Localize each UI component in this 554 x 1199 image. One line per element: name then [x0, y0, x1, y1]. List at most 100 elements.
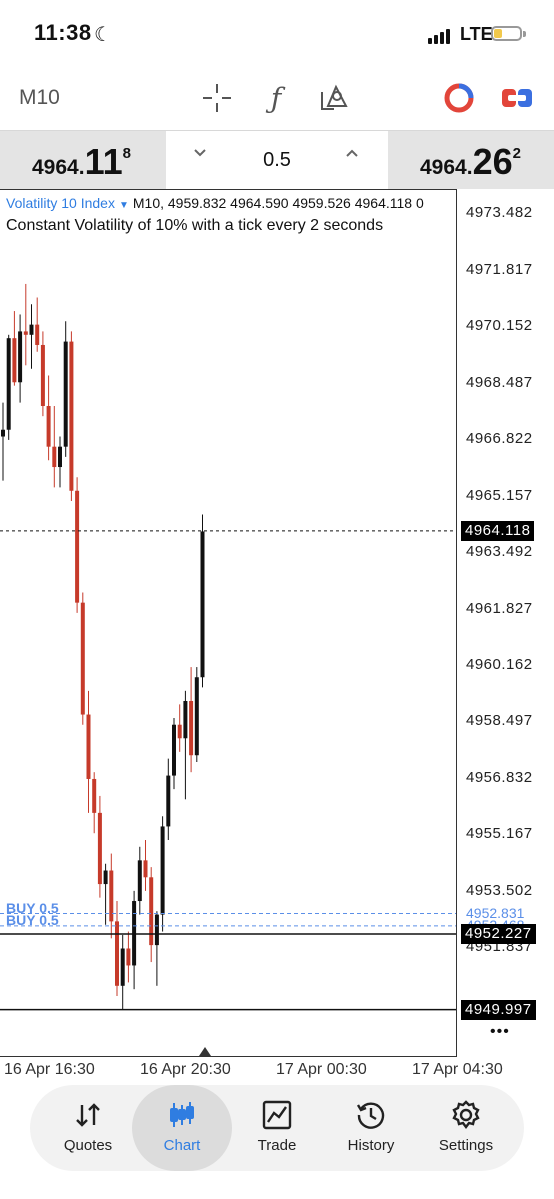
- price-axis-label: 4965.157: [466, 486, 533, 504]
- level-price-tag: 4952.227: [461, 924, 536, 945]
- moon-icon: ☾: [94, 24, 112, 46]
- price-axis-label: 4958.497: [466, 712, 533, 730]
- quotes-icon: [76, 1103, 100, 1127]
- candle: [18, 314, 23, 403]
- candle: [58, 436, 62, 488]
- price-axis-label: 4963.492: [466, 543, 533, 561]
- candle: [137, 846, 142, 915]
- candle: [103, 863, 108, 925]
- candle-body: [103, 870, 108, 885]
- account-switcher-icon[interactable]: [443, 82, 475, 114]
- candle-body: [143, 860, 148, 878]
- candle-body: [172, 724, 176, 776]
- battery-icon: [491, 26, 522, 41]
- candle-body: [86, 714, 91, 779]
- candle-body: [46, 406, 51, 447]
- candle: [200, 514, 205, 688]
- buy-order-label: BUY 0.5: [6, 899, 59, 916]
- candle-body: [58, 446, 62, 468]
- price-axis-label: 4970.152: [466, 317, 533, 335]
- price-axis-label: 4961.827: [466, 599, 533, 617]
- candle-body: [166, 775, 171, 827]
- buy-order-price: 4952.831: [466, 904, 525, 921]
- candle: [80, 592, 85, 725]
- candle-body: [183, 700, 188, 739]
- candle: [143, 840, 148, 891]
- candle: [1, 402, 5, 481]
- price-axis-label: 4955.167: [466, 825, 533, 843]
- gear-icon: [452, 1100, 480, 1129]
- chevron-down-icon[interactable]: [192, 145, 208, 166]
- candle: [115, 901, 119, 996]
- candle: [109, 853, 114, 939]
- sell-button[interactable]: 4964.118: [0, 131, 166, 189]
- tab-quotes[interactable]: Quotes: [38, 1085, 138, 1171]
- more-icon[interactable]: •••: [490, 1023, 510, 1040]
- candle: [35, 297, 40, 352]
- candle: [75, 477, 80, 613]
- bottom-tab-bar: Quotes Chart Trade History Settings: [30, 1085, 524, 1171]
- tab-chart[interactable]: Chart: [132, 1085, 232, 1171]
- candle-body: [1, 429, 5, 437]
- candle: [194, 667, 199, 763]
- caret-down-icon[interactable]: ▼: [118, 200, 129, 211]
- candle-body: [63, 341, 68, 447]
- one-click-trade-bar: 4964.118 0.5 4964.262: [0, 131, 554, 189]
- chart-area[interactable]: Volatility 10 Index ▼ M10, 4959.832 4964.5…: [0, 189, 554, 1089]
- candle: [189, 667, 194, 773]
- toggle-icon[interactable]: [501, 82, 533, 114]
- candlestick-chart[interactable]: [0, 189, 457, 1057]
- candle-body: [23, 331, 28, 335]
- buy-button[interactable]: 4964.262: [388, 131, 554, 189]
- time-axis-label: 17 Apr 04:30: [412, 1061, 503, 1078]
- candle-body: [6, 338, 11, 430]
- symbol-selector[interactable]: Volatility 10 Index: [6, 195, 115, 211]
- timeframe-button[interactable]: M10: [19, 86, 60, 109]
- candle-body: [115, 921, 119, 986]
- tab-settings[interactable]: Settings: [416, 1085, 516, 1171]
- candle: [69, 331, 74, 501]
- candle: [52, 406, 57, 488]
- time-axis-label: 16 Apr 20:30: [140, 1061, 231, 1078]
- low-price-tag: 4949.997: [461, 999, 536, 1020]
- price-axis-label: 4960.162: [466, 655, 533, 673]
- candle-body: [149, 877, 154, 946]
- price-axis-label: 4973.482: [466, 204, 533, 222]
- chevron-up-icon[interactable]: [344, 145, 360, 166]
- candle-body: [189, 700, 194, 756]
- function-icon[interactable]: ƒ: [270, 81, 282, 115]
- network-type: LTE: [460, 24, 493, 44]
- candle: [120, 934, 125, 1010]
- price-axis-label: 4966.822: [466, 430, 533, 448]
- candle-body: [12, 338, 17, 383]
- candle-body: [69, 341, 74, 491]
- candle: [149, 867, 154, 963]
- price-axis-label: 4968.487: [466, 373, 533, 391]
- lot-size[interactable]: 0.5: [263, 149, 291, 171]
- candle: [160, 816, 165, 932]
- candle-body: [160, 826, 165, 915]
- price-axis-label: 4956.832: [466, 768, 533, 786]
- buy-order-label: BUY 0.5: [6, 911, 59, 928]
- buy-price: 4964.262: [420, 141, 521, 182]
- candle-body: [126, 948, 131, 966]
- candle-body: [92, 778, 97, 813]
- objects-icon[interactable]: [318, 82, 350, 114]
- candle-body: [137, 860, 142, 902]
- candle: [29, 304, 34, 369]
- candle: [183, 690, 188, 800]
- time-marker-icon[interactable]: [199, 1047, 211, 1056]
- chart-toolbar: M10 ƒ: [0, 66, 554, 131]
- ohlc-text: M10, 4959.832 4964.590 4959.526 4964.118…: [132, 195, 424, 211]
- time-axis-label: 16 Apr 16:30: [4, 1061, 95, 1078]
- candle: [92, 772, 97, 834]
- candle: [23, 283, 28, 366]
- tab-trade[interactable]: Trade: [227, 1085, 327, 1171]
- status-bar: 11:38 ☾ LTE: [0, 0, 554, 66]
- tab-history[interactable]: History: [321, 1085, 421, 1171]
- current-price-tag: 4964.118: [461, 520, 535, 541]
- candle: [132, 890, 137, 990]
- crosshair-icon[interactable]: [201, 82, 233, 114]
- candle: [154, 911, 159, 986]
- lot-control: 0.5: [166, 131, 388, 189]
